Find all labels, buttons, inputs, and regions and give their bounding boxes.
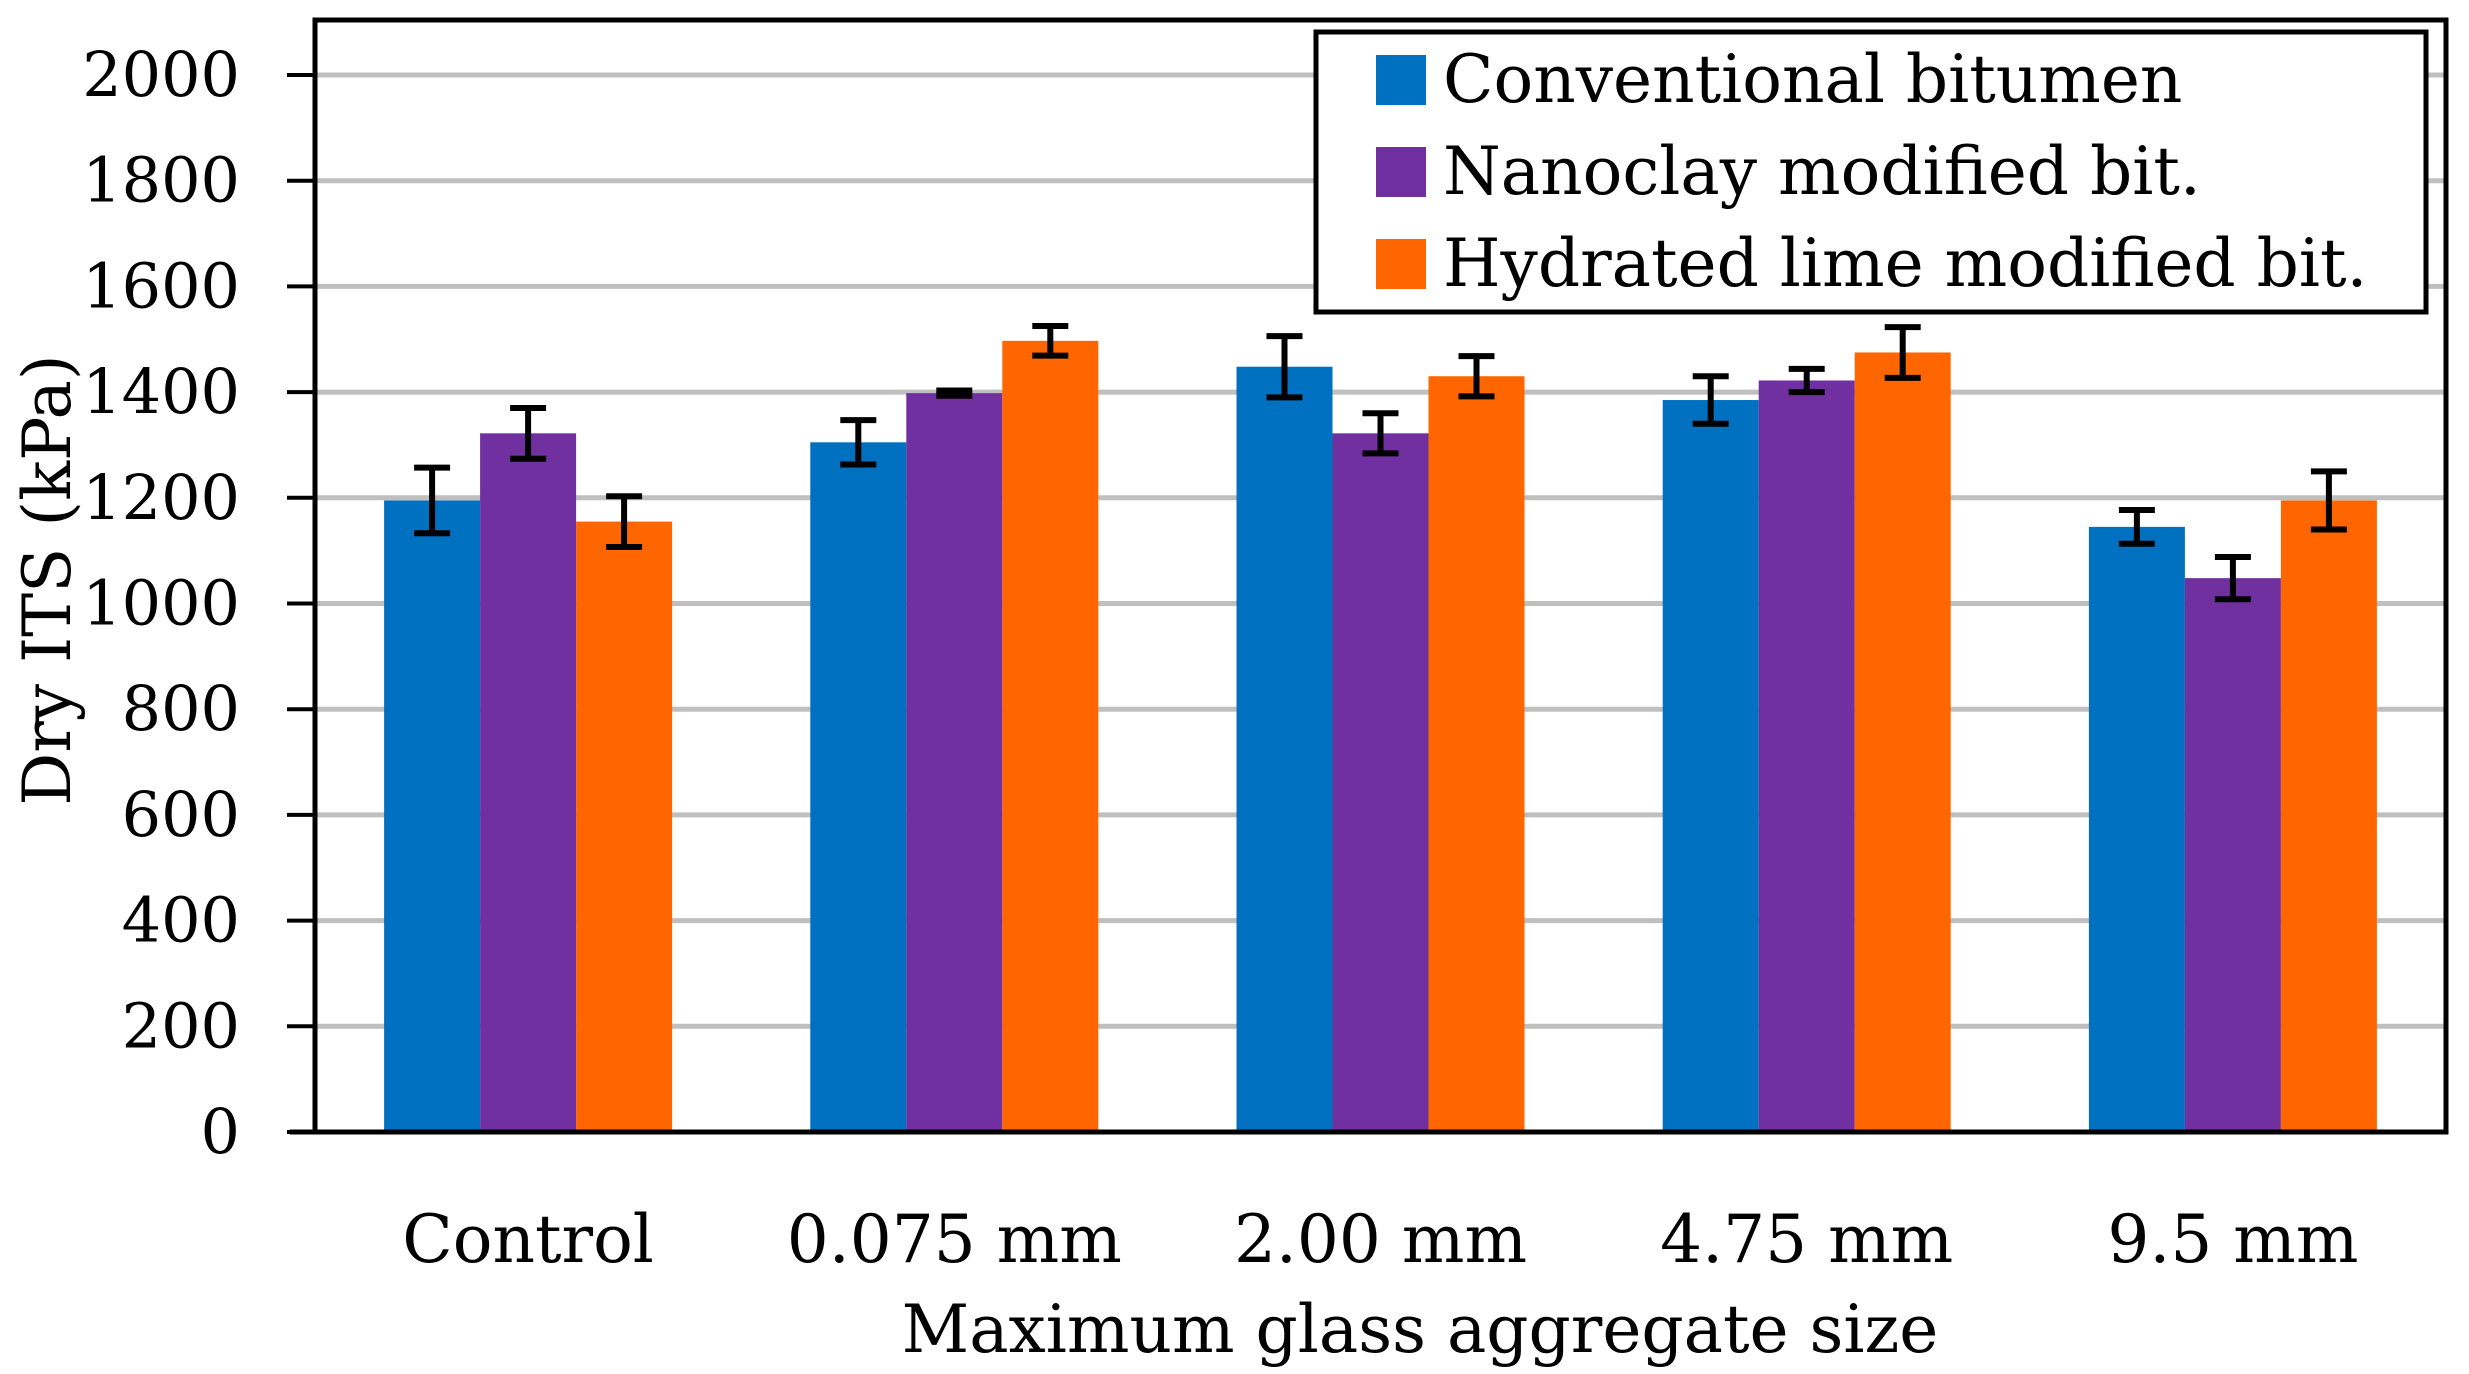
x-category-labels: Control 0.075 mm 2.00 mm 4.75 mm 9.5 mm (402, 1201, 2358, 1278)
y-tick-label: 1000 (82, 567, 240, 640)
bar (1662, 400, 1759, 1133)
legend-label: Conventional bitumen (1443, 41, 2182, 118)
y-tick-label: 400 (122, 884, 240, 957)
x-category-label: 4.75 mm (1660, 1201, 1953, 1278)
bars (384, 340, 2377, 1133)
legend-swatch (1376, 55, 1426, 105)
axes (287, 17, 2449, 1135)
bar (384, 500, 481, 1132)
y-tick-label: 2000 (82, 38, 240, 111)
y-tick-label: 600 (122, 778, 240, 851)
legend: Conventional bitumen Nanoclay modified bi… (1313, 29, 2429, 315)
y-tick-labels: 0 200 400 600 800 1000 1200 1400 1600 1800 2000 (82, 38, 240, 1168)
bar (1332, 433, 1429, 1132)
bar (2088, 526, 2185, 1132)
y-axis-title: Dry ITS (kPa) (9, 354, 86, 805)
bar (1854, 352, 1951, 1132)
bar (576, 521, 673, 1132)
bar (1236, 366, 1333, 1132)
y-tick-label: 1800 (82, 144, 240, 217)
bar (1758, 380, 1855, 1132)
x-category-label: Control (402, 1201, 654, 1278)
legend-swatch (1376, 147, 1426, 197)
legend-label: Hydrated lime modified bit. (1443, 225, 2367, 302)
legend-swatch (1376, 239, 1426, 289)
bar (810, 442, 907, 1132)
y-tick-label: 1600 (82, 249, 240, 322)
x-axis-title: Maximum glass aggregate size (902, 1291, 1939, 1368)
bar (906, 393, 1003, 1133)
legend-frame (1313, 29, 2429, 315)
x-category-label: 2.00 mm (1234, 1201, 1527, 1278)
bar (1428, 376, 1525, 1132)
legend-items: Conventional bitumen Nanoclay modified bi… (1376, 41, 2367, 302)
legend-label: Nanoclay modified bit. (1443, 133, 2201, 210)
x-category-label: 9.5 mm (2107, 1201, 2358, 1278)
y-tick-label: 1200 (82, 461, 240, 534)
error-bars (414, 323, 2347, 603)
y-tick-label: 200 (122, 989, 240, 1062)
bar (2280, 500, 2377, 1132)
bar (1002, 340, 1099, 1132)
bar (2184, 578, 2281, 1132)
y-tick-label: 0 (201, 1095, 240, 1168)
bar (480, 433, 577, 1132)
y-tick-label: 1400 (82, 355, 240, 428)
y-tick-label: 800 (122, 672, 240, 745)
x-category-label: 0.075 mm (787, 1201, 1122, 1278)
